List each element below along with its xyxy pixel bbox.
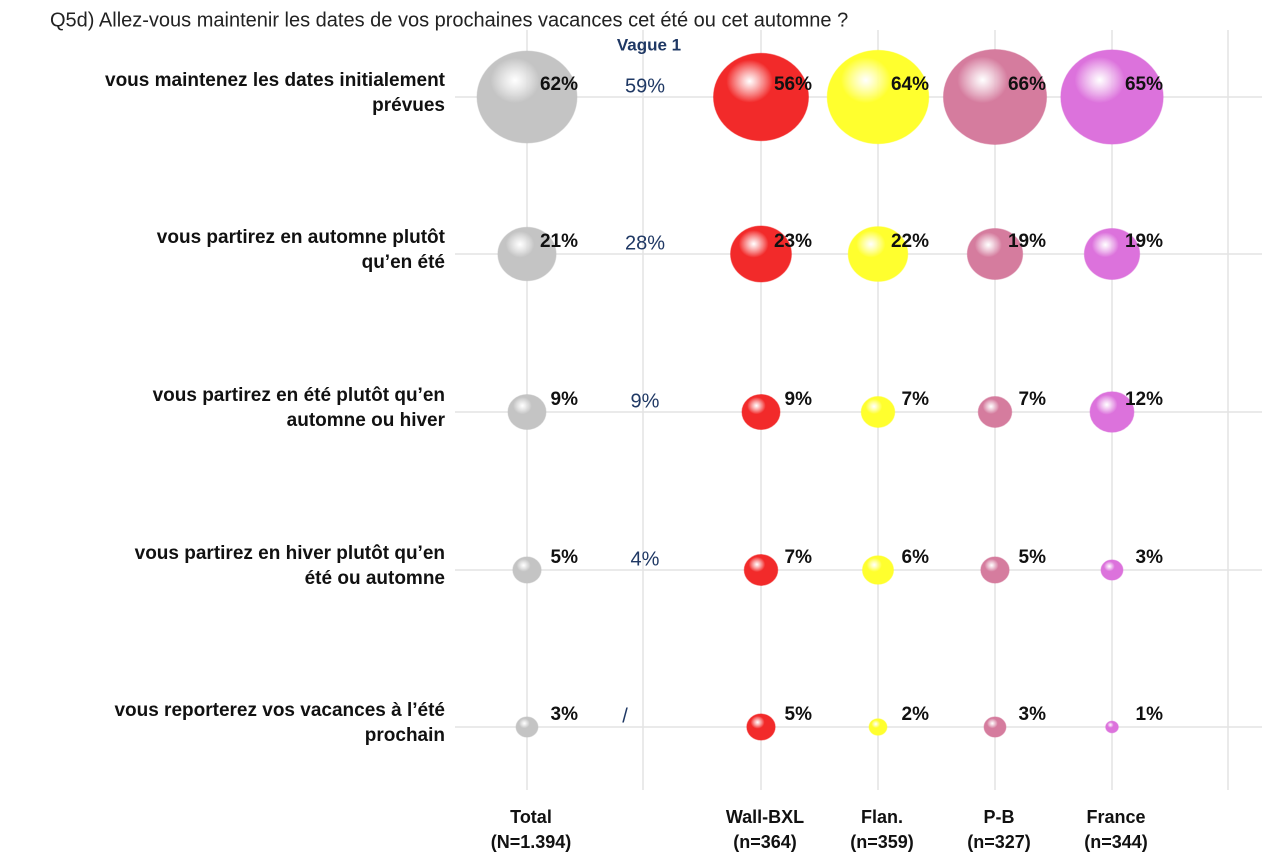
column-sample: (n=327) [967,832,1031,852]
bubble [497,226,557,282]
value-label: 62% [540,74,578,95]
row-label: qu’en été [362,252,445,273]
bubble [868,718,888,736]
value-text: 4% [631,548,660,570]
value-label: 56% [774,74,812,95]
bubble [515,716,539,738]
column-label: Wall-BXL [726,807,804,827]
bubble [860,396,896,428]
bubble [966,228,1024,280]
bubble [746,713,776,741]
bubble [1089,391,1135,433]
column-label: P-B [984,807,1015,827]
value-label: 6% [902,547,930,568]
value-label: 5% [551,547,579,568]
bubble [741,393,781,431]
row-label: vous partirez en été plutôt qu’en [153,385,445,406]
row-label: vous maintenez les dates initialement [105,70,446,91]
value-label: 2% [902,704,930,725]
value-label: 5% [1019,547,1047,568]
bubble [743,554,779,586]
value-label: 19% [1125,231,1163,252]
row-label: automne ou hiver [287,410,446,431]
row-label: vous reporterez vos vacances à l’été [114,700,445,721]
bubble [507,393,547,431]
bubble [1083,228,1141,280]
bubble [476,50,578,144]
value-label: 1% [1136,704,1164,725]
value-label: 5% [785,704,813,725]
value-label: 64% [891,74,929,95]
bubble [977,396,1013,428]
column-sample: (N=1.394) [491,832,572,852]
bubble [847,226,909,282]
chart-title: Q5d) Allez-vous maintenir les dates de v… [50,9,848,31]
value-label: 7% [1019,389,1047,410]
column-label: Total [510,807,552,827]
row-label: été ou automne [305,568,445,589]
value-label: 7% [902,389,930,410]
bubble [1060,49,1164,145]
value-label: 19% [1008,231,1046,252]
value-label: 3% [1136,547,1164,568]
value-text: 28% [625,232,665,254]
bubble [1100,559,1124,581]
row-label: prochain [365,725,445,746]
value-label: 22% [891,231,929,252]
value-label: 9% [551,389,579,410]
column-label: Flan. [861,807,903,827]
value-label: 23% [774,231,812,252]
value-label: 12% [1125,389,1163,410]
value-text: 59% [625,75,665,97]
value-text: 9% [631,390,660,412]
bubble [942,49,1048,145]
value-label: 66% [1008,74,1046,95]
value-label: 65% [1125,74,1163,95]
bubble [826,49,930,145]
value-label: 3% [1019,704,1047,725]
bubble [712,52,810,142]
bubble [1105,720,1119,734]
row-label: vous partirez en hiver plutôt qu’en [135,543,445,564]
value-label: 9% [785,389,813,410]
row-label: prévues [372,95,445,116]
bubble [983,716,1007,738]
column-header: Vague 1 [617,35,681,54]
value-label: 3% [551,704,579,725]
value-label: 7% [785,547,813,568]
column-sample: (n=344) [1084,832,1148,852]
column-sample: (n=359) [850,832,914,852]
bubble [861,555,895,585]
column-sample: (n=364) [733,832,797,852]
row-label: vous partirez en automne plutôt [157,227,446,248]
bubble [730,225,792,283]
bubble [512,556,542,584]
value-label: 21% [540,231,578,252]
bubble [980,556,1010,584]
column-label: France [1086,807,1145,827]
value-label: / [622,705,628,727]
